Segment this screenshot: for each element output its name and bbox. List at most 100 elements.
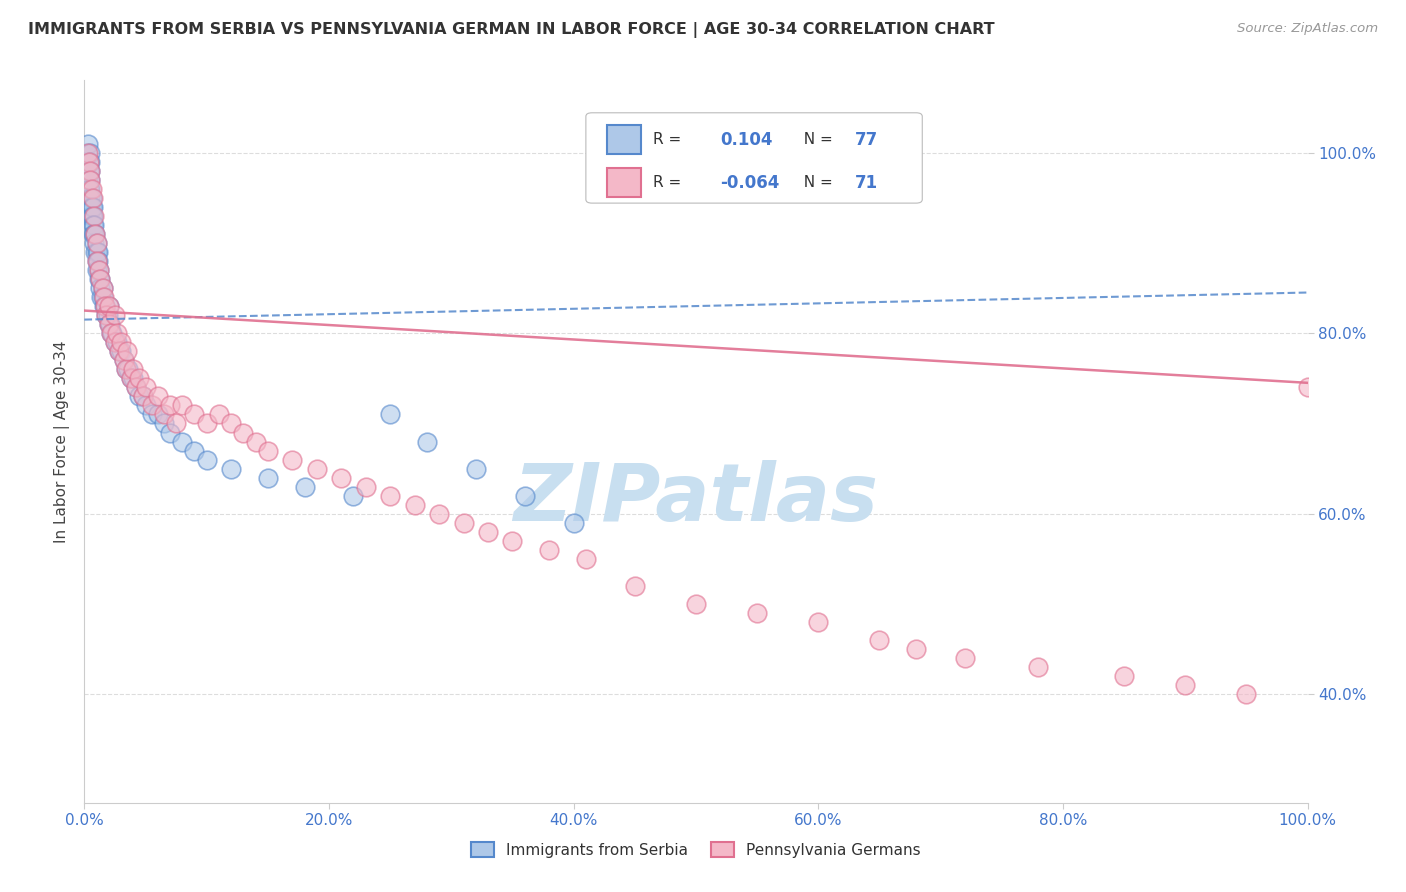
Point [79,163,101,178]
Point [1236,687,1258,701]
Point [104,335,127,350]
Point [354,480,377,494]
Point [513,489,536,503]
Point [122,371,145,385]
Point [112,353,135,368]
Point [135,398,157,412]
Point [87,272,110,286]
Point [87,263,110,277]
Point [146,389,169,403]
Point [953,651,976,665]
Point [77,163,100,178]
Point [477,524,499,539]
Point [82,227,104,241]
Point [281,452,304,467]
Point [1114,669,1136,683]
Point [83,218,105,232]
Point [93,299,115,313]
Point [416,434,439,449]
Point [112,353,135,368]
Point [464,461,486,475]
Point [685,597,707,611]
Point [79,145,101,160]
Point [153,408,176,422]
Text: ZIPatlas: ZIPatlas [513,460,879,539]
Y-axis label: In Labor Force | Age 30-34: In Labor Force | Age 30-34 [55,340,70,543]
Point [79,200,101,214]
Point [80,209,103,223]
FancyBboxPatch shape [606,125,641,154]
Legend: Immigrants from Serbia, Pennsylvania Germans: Immigrants from Serbia, Pennsylvania Ger… [465,836,927,863]
Text: R =: R = [654,176,686,190]
Point [115,362,138,376]
Point [125,380,148,394]
Point [77,145,100,160]
Point [79,172,101,186]
Point [90,290,112,304]
Point [86,263,108,277]
Point [79,182,101,196]
Text: 77: 77 [855,130,879,149]
Point [135,380,157,394]
Point [83,235,105,250]
Point [172,434,194,449]
FancyBboxPatch shape [586,112,922,203]
Point [104,308,127,322]
Point [79,191,101,205]
Point [82,200,104,214]
Point [84,244,107,259]
Text: 0.104: 0.104 [720,130,773,149]
Point [80,191,103,205]
Point [107,344,129,359]
Point [330,471,353,485]
Point [453,516,475,530]
Point [83,209,105,223]
Point [107,344,129,359]
Point [404,498,426,512]
Point [97,317,120,331]
Point [77,154,100,169]
Point [87,254,110,268]
Point [100,326,122,341]
Point [146,408,169,422]
Point [141,398,163,412]
Point [132,389,155,403]
Point [120,371,142,385]
Point [120,371,142,385]
FancyBboxPatch shape [606,169,641,197]
Point [84,227,107,241]
Point [305,461,328,475]
Point [624,579,647,593]
Point [79,163,101,178]
Text: N =: N = [794,132,838,147]
Point [117,362,139,376]
Point [91,281,114,295]
Point [79,172,101,186]
Point [91,281,114,295]
Point [100,326,122,341]
Point [87,244,110,259]
Text: N =: N = [794,176,838,190]
Point [77,172,100,186]
Point [257,471,280,485]
Point [97,317,120,331]
Point [195,417,218,431]
Point [538,542,561,557]
Point [79,154,101,169]
Point [141,408,163,422]
Point [110,335,132,350]
Point [94,299,117,313]
Point [219,461,242,475]
Point [82,191,104,205]
Point [93,290,115,304]
Point [219,417,242,431]
Point [115,362,138,376]
Point [82,218,104,232]
Point [183,443,205,458]
Point [747,606,769,620]
Point [427,507,450,521]
Point [232,425,254,440]
Point [294,480,316,494]
Point [1028,660,1050,674]
Point [101,326,124,341]
